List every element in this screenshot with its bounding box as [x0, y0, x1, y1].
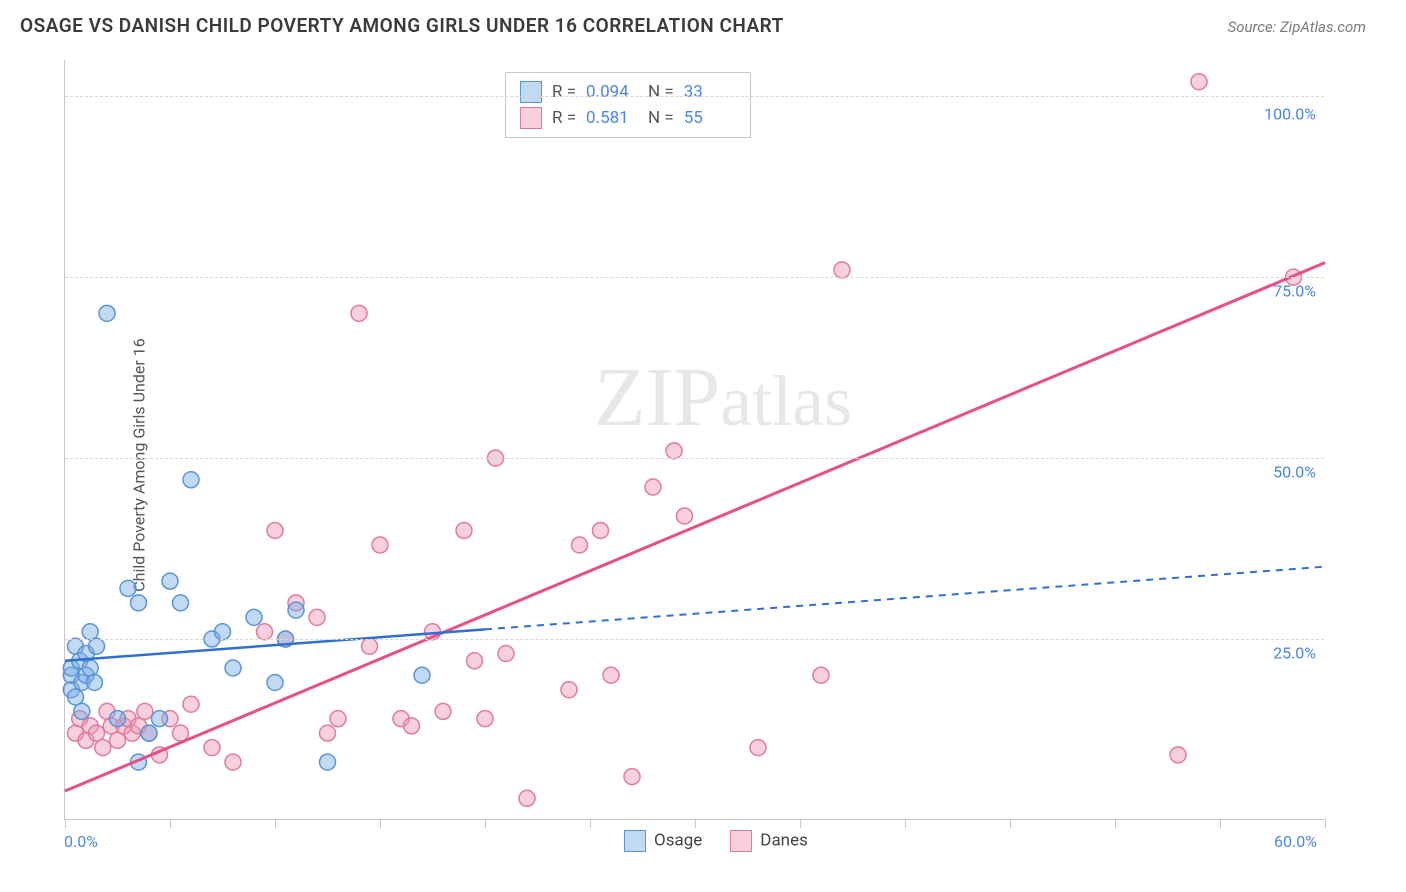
header: OSAGE VS DANISH CHILD POVERTY AMONG GIRL…: [0, 0, 1406, 43]
y-tick-label: 25.0%: [1273, 644, 1316, 663]
x-tick: [1010, 819, 1011, 828]
source-name: ZipAtlas.com: [1280, 18, 1366, 36]
legend-swatch-osage: [624, 830, 646, 852]
source-prefix: Source:: [1228, 18, 1280, 36]
x-tick: [1115, 819, 1116, 828]
plot-area: ZIPatlas R = 0.094 N = 33 R = 0.581 N = …: [64, 60, 1324, 820]
n-label: N =: [648, 82, 674, 102]
x-tick: [695, 819, 696, 828]
legend-row-danes: R = 0.581 N = 55: [520, 105, 736, 131]
source-attribution: Source: ZipAtlas.com: [1228, 18, 1366, 36]
n-value-osage: 33: [684, 82, 736, 102]
y-tick-label: 50.0%: [1273, 463, 1316, 482]
legend-item-osage: Osage: [624, 830, 702, 852]
x-tick: [485, 819, 486, 828]
x-tick: [590, 819, 591, 828]
legend-correlation-box: R = 0.094 N = 33 R = 0.581 N = 55: [505, 72, 751, 138]
gridline-horizontal: [65, 639, 1324, 640]
x-tick: [170, 819, 171, 828]
x-axis-min-label: 0.0%: [64, 832, 98, 851]
gridline-horizontal: [65, 277, 1324, 278]
x-tick: [65, 819, 66, 828]
legend-label-danes: Danes: [760, 830, 808, 850]
r-label: R =: [552, 108, 576, 128]
r-value-danes: 0.581: [586, 108, 638, 128]
watermark-big: ZIP: [594, 351, 720, 444]
x-tick: [380, 819, 381, 828]
legend-item-danes: Danes: [730, 830, 808, 852]
x-tick: [905, 819, 906, 828]
n-label: N =: [648, 108, 674, 128]
legend-row-osage: R = 0.094 N = 33: [520, 79, 736, 105]
x-tick: [1325, 819, 1326, 828]
watermark: ZIPatlas: [594, 349, 852, 446]
legend-swatch-osage: [520, 81, 542, 103]
x-tick: [1220, 819, 1221, 828]
x-axis-max-label: 60.0%: [1274, 832, 1317, 851]
r-label: R =: [552, 82, 576, 102]
legend-swatch-danes: [520, 107, 542, 129]
n-value-danes: 55: [684, 108, 736, 128]
legend-label-osage: Osage: [654, 830, 702, 850]
chart-title: OSAGE VS DANISH CHILD POVERTY AMONG GIRL…: [20, 14, 784, 37]
scatter-overlay: [65, 60, 1325, 820]
y-tick-label: 100.0%: [1264, 105, 1316, 124]
r-value-osage: 0.094: [586, 82, 638, 102]
y-tick-label: 75.0%: [1273, 282, 1316, 301]
x-tick: [800, 819, 801, 828]
gridline-horizontal: [65, 96, 1324, 97]
gridline-horizontal: [65, 458, 1324, 459]
watermark-small: atlas: [720, 361, 852, 441]
x-tick: [275, 819, 276, 828]
legend-series: Osage Danes: [624, 830, 808, 852]
legend-swatch-danes: [730, 830, 752, 852]
chart-container: Child Poverty Among Girls Under 16 ZIPat…: [20, 50, 1386, 880]
